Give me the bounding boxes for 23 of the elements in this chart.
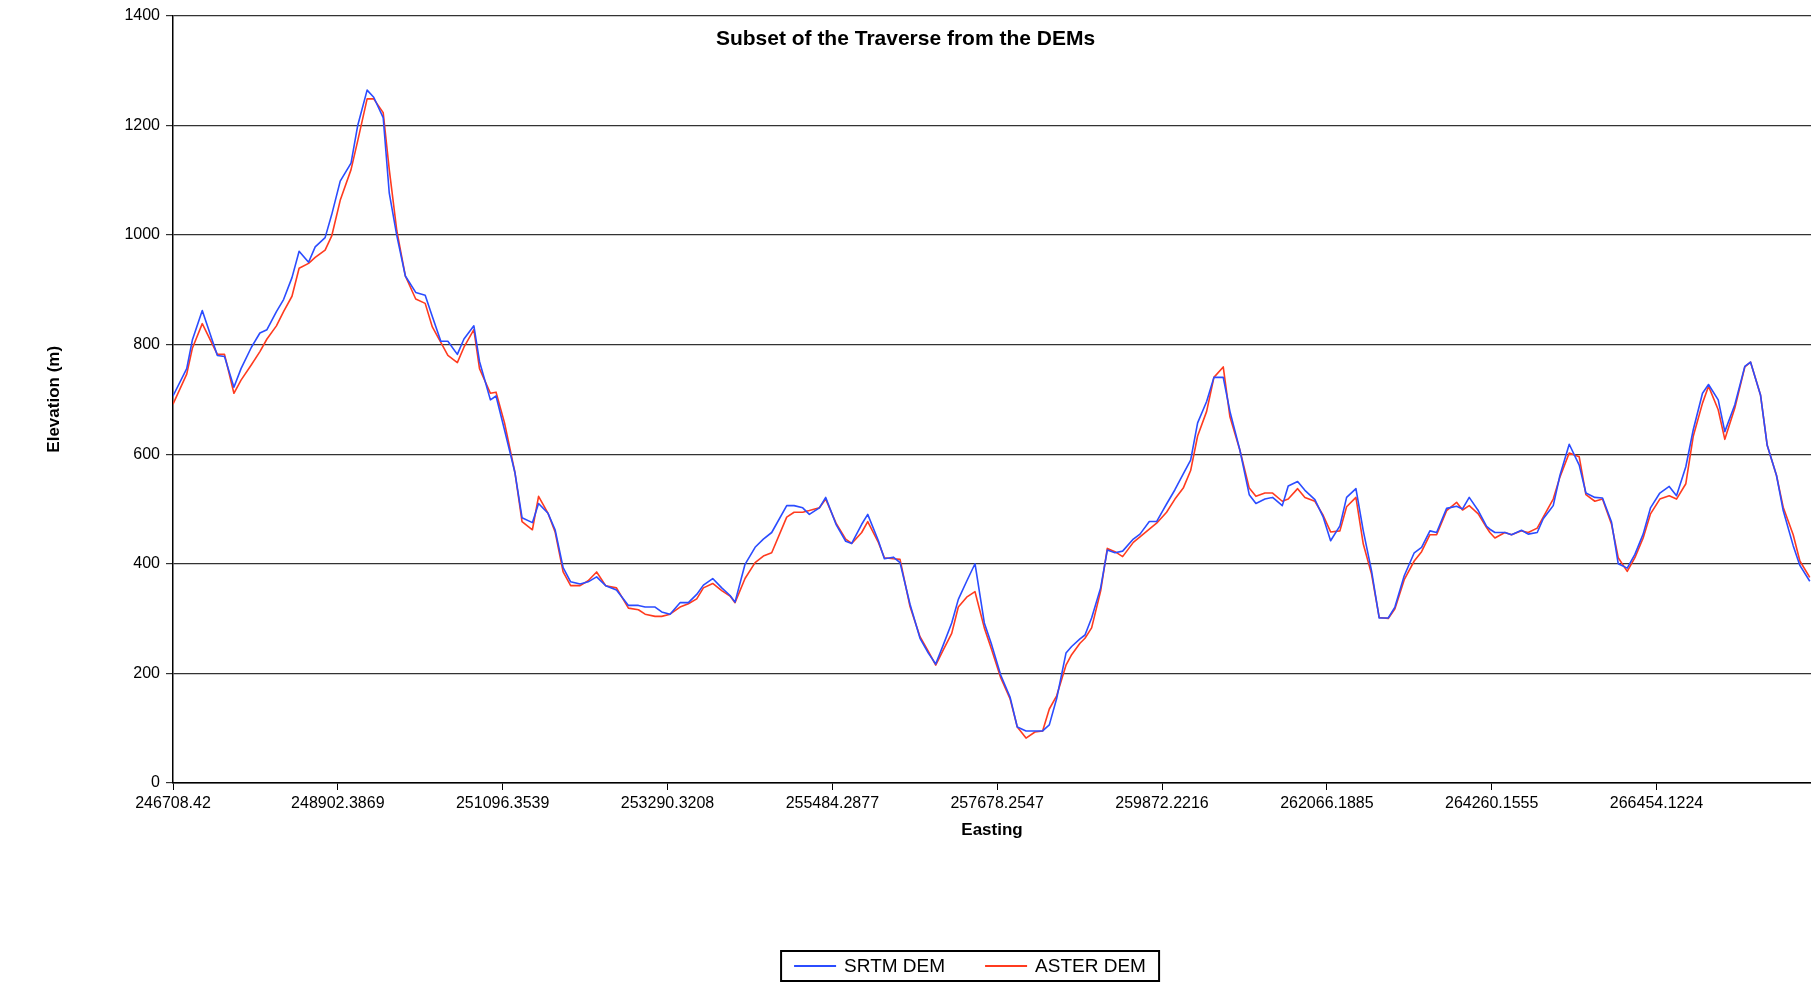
legend-label: SRTM DEM	[844, 955, 946, 977]
x-axis-title: Easting	[961, 820, 1023, 840]
x-tick-label: 246708.42	[135, 794, 211, 812]
x-tick-label: 257678.2547	[950, 794, 1044, 812]
y-tick-label: 0	[151, 773, 161, 791]
y-axis-title: Elevation (m)	[43, 345, 63, 453]
y-tick-label: 1000	[124, 225, 161, 243]
y-tick-label: 800	[133, 334, 161, 352]
text: Subset of the Traverse from the DEMs	[715, 26, 1096, 50]
x-tick-label: 266454.1224	[1609, 794, 1704, 812]
y-tick-label: 400	[133, 554, 161, 572]
y-tick-label: 1200	[124, 115, 161, 133]
x-tick-label: 253290.3208	[620, 794, 715, 812]
x-tick-label: 262066.1885	[1280, 794, 1374, 812]
x-tick-label: 248902.3869	[291, 794, 385, 812]
x-tick-label: 264260.1555	[1444, 794, 1539, 812]
y-tick-label: 600	[133, 444, 161, 462]
x-tick-label: 255484.2877	[785, 794, 880, 812]
legend-label: ASTER DEM	[1035, 955, 1146, 977]
x-tick-label: 259872.2216	[1115, 794, 1209, 812]
y-tick-label: 200	[133, 663, 161, 681]
y-tick-label: 1400	[124, 6, 161, 24]
x-tick-label: 251096.3539	[455, 794, 550, 812]
